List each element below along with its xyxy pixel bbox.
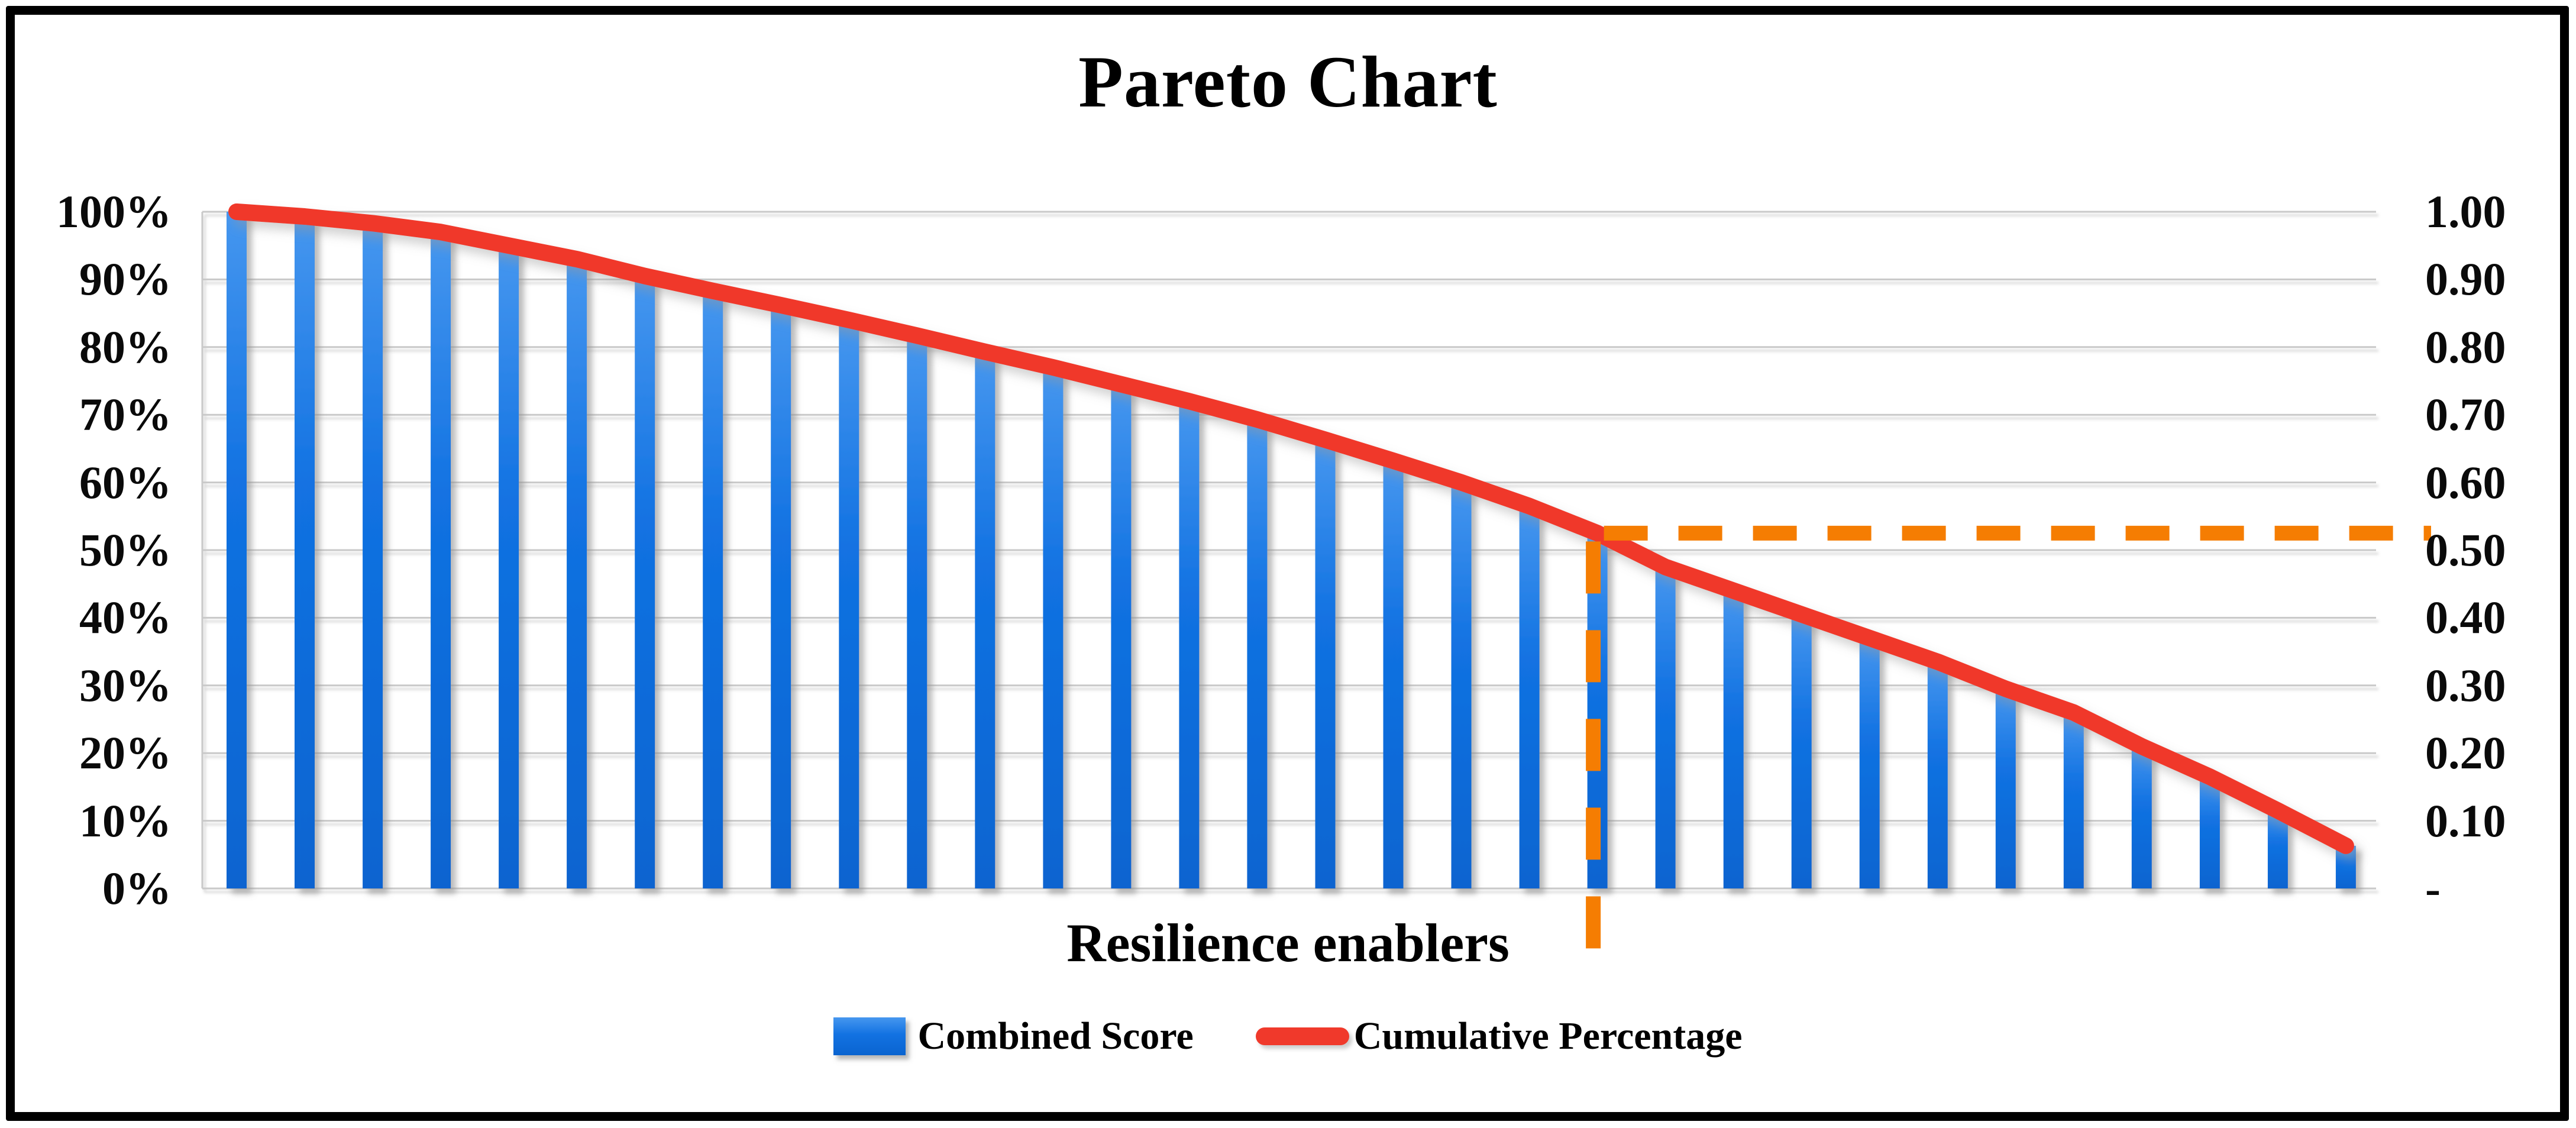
bar	[2267, 810, 2288, 888]
right-axis-tick-label: 0.10	[2425, 794, 2506, 846]
legend-label-combined-score: Combined Score	[917, 1014, 1194, 1058]
left-axis-tick-label: 100%	[56, 186, 172, 237]
legend-item-cumulative-percentage: Cumulative Percentage	[1255, 1014, 1743, 1059]
cumulative-percentage-line	[228, 203, 2354, 854]
left-axis-tick-label: 10%	[79, 794, 172, 846]
bar	[1451, 482, 1472, 888]
bar	[1859, 638, 1880, 888]
legend-item-combined-score: Combined Score	[833, 1014, 1194, 1059]
right-axis-tick-label: -	[2425, 862, 2441, 914]
left-axis-tick-label: 30%	[79, 659, 172, 711]
bar	[1995, 689, 2016, 888]
bar	[227, 212, 247, 888]
bar	[431, 232, 451, 888]
bar	[2199, 777, 2220, 888]
left-axis-tick-label: 40%	[79, 592, 172, 644]
bar	[1043, 367, 1064, 888]
bar	[2131, 746, 2152, 888]
bar	[1247, 419, 1268, 888]
bar	[499, 245, 519, 889]
bar	[703, 290, 723, 888]
bar	[2063, 712, 2084, 888]
bar	[1791, 614, 1812, 888]
right-axis-tick-label: 0.60	[2425, 456, 2506, 508]
bar	[907, 335, 927, 888]
gridlines	[201, 211, 2376, 890]
right-axis-tick-label: 1.00	[2425, 186, 2506, 237]
right-axis-tick-label: 0.90	[2425, 253, 2506, 305]
bar-series-swatch-icon	[833, 1017, 906, 1055]
bar	[1519, 506, 1540, 888]
bar	[1111, 384, 1132, 888]
bar	[1927, 661, 1948, 888]
left-axis-tick-label: 20%	[79, 727, 172, 779]
bar	[1315, 439, 1336, 888]
legend-label-cumulative-percentage: Cumulative Percentage	[1353, 1014, 1743, 1058]
left-axis-tick-label: 60%	[79, 456, 172, 508]
right-axis-tick-label: 0.30	[2425, 659, 2506, 711]
right-axis-tick-label: 0.50	[2425, 524, 2506, 576]
bar	[295, 216, 315, 888]
right-axis-tick-label: 0.80	[2425, 321, 2506, 373]
bar	[1655, 567, 1676, 888]
combined-score-bars	[227, 212, 2356, 889]
left-axis-tick-label: 70%	[79, 389, 172, 441]
bar	[975, 351, 996, 888]
left-axis-tick-label: 90%	[79, 253, 172, 305]
chart-title: Pareto Chart	[1078, 41, 1498, 122]
bar	[1179, 401, 1200, 888]
x-axis-title: Resilience enablers	[1066, 913, 1510, 973]
left-axis-tick-label: 80%	[79, 321, 172, 373]
bar	[1383, 461, 1404, 888]
right-axis-tick-label: 0.20	[2425, 727, 2506, 779]
bar	[635, 276, 655, 889]
right-axis-tick-label: 0.40	[2425, 592, 2506, 644]
line-series-swatch-icon	[1255, 1027, 1349, 1045]
left-axis-tick-label: 0%	[102, 862, 172, 914]
bar	[567, 259, 587, 889]
bar	[363, 223, 383, 888]
bar	[771, 305, 791, 888]
left-axis-tick-label: 50%	[79, 524, 172, 576]
right-axis-tick-label: 0.70	[2425, 389, 2506, 441]
bar	[839, 320, 859, 888]
legend: Combined Score Cumulative Percentage	[0, 1014, 2576, 1059]
bar	[1723, 590, 1744, 888]
